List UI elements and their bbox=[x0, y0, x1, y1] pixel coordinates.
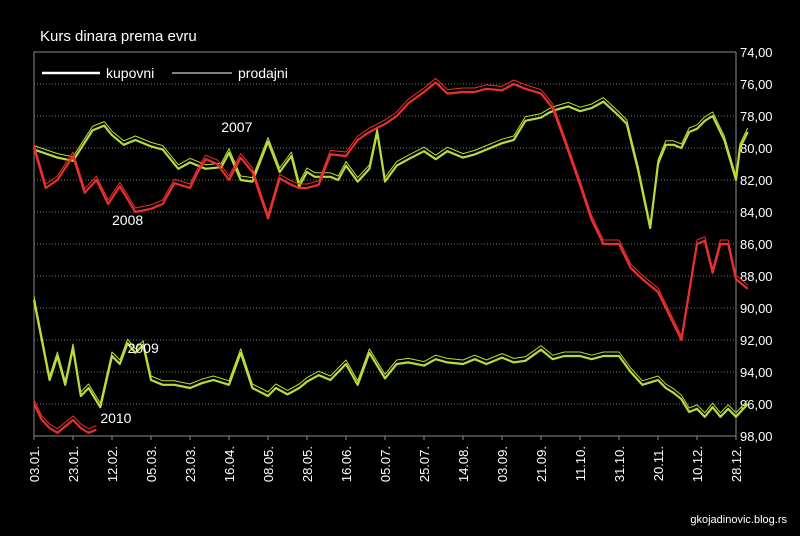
x-tick-label: 05.07. bbox=[378, 446, 393, 482]
y-tick-label: 78,00 bbox=[740, 109, 773, 124]
y-tick-label: 98,00 bbox=[740, 429, 773, 444]
credit-label: gkojadinovic.blog.rs bbox=[690, 514, 787, 526]
series-2007-kupovni-line bbox=[33, 100, 749, 230]
series-2009-prodajni-line bbox=[33, 295, 749, 414]
y-tick-label: 94,00 bbox=[740, 365, 773, 380]
y-tick-label: 76,00 bbox=[740, 77, 773, 92]
x-tick-label: 12.02. bbox=[105, 446, 120, 482]
y-tick-label: 82,00 bbox=[740, 173, 773, 188]
x-tick-label: 23.03. bbox=[183, 446, 198, 482]
y-tick-label: 74,00 bbox=[740, 45, 773, 60]
y-tick-label: 80,00 bbox=[740, 141, 773, 156]
x-tick-label: 16.04. bbox=[222, 446, 237, 482]
series-label-2009: 2009 bbox=[128, 340, 159, 356]
x-tick-label: 28.12. bbox=[729, 446, 744, 482]
y-tick-label: 86,00 bbox=[740, 237, 773, 252]
legend-kupovni-label: kupovni bbox=[106, 65, 154, 81]
y-tick-label: 92,00 bbox=[740, 333, 773, 348]
series-2008-kupovni-line bbox=[32, 81, 749, 342]
series-2010-kupovni-line bbox=[33, 403, 97, 434]
chart-title: Kurs dinara prema evru bbox=[40, 28, 197, 45]
y-tick-label: 84,00 bbox=[740, 205, 773, 220]
x-tick-label: 23.01. bbox=[66, 446, 81, 482]
series-label-2007: 2007 bbox=[221, 119, 252, 135]
series-2008-prodajni-line bbox=[33, 77, 749, 337]
x-tick-label: 03.09. bbox=[495, 446, 510, 482]
x-tick-label: 20.11. bbox=[651, 446, 666, 481]
series-2007-prodajni-line bbox=[33, 97, 749, 225]
x-tick-label: 16.06. bbox=[339, 446, 354, 482]
x-tick-label: 03.01. bbox=[27, 446, 42, 482]
y-tick-label: 96,00 bbox=[740, 397, 773, 412]
x-tick-label: 05.03. bbox=[144, 446, 159, 482]
legend-prodajni-label: prodajni bbox=[238, 65, 288, 81]
x-tick-label: 25.07. bbox=[417, 446, 432, 482]
y-tick-label: 90,00 bbox=[740, 301, 773, 316]
x-tick-label: 11.10. bbox=[573, 446, 588, 481]
x-tick-label: 21.09. bbox=[534, 446, 549, 482]
series-label-2010: 2010 bbox=[100, 410, 131, 426]
x-tick-label: 31.10. bbox=[612, 446, 627, 482]
x-tick-label: 28.05. bbox=[300, 446, 315, 482]
y-tick-label: 88,00 bbox=[740, 269, 773, 284]
series-2009-kupovni-line bbox=[32, 299, 749, 418]
x-tick-label: 10.12. bbox=[690, 446, 705, 482]
series-2010-prodajni-line bbox=[33, 399, 97, 430]
x-tick-label: 14.08. bbox=[456, 446, 471, 482]
series-label-2008: 2008 bbox=[112, 212, 143, 228]
x-tick-label: 08.05. bbox=[261, 446, 276, 482]
